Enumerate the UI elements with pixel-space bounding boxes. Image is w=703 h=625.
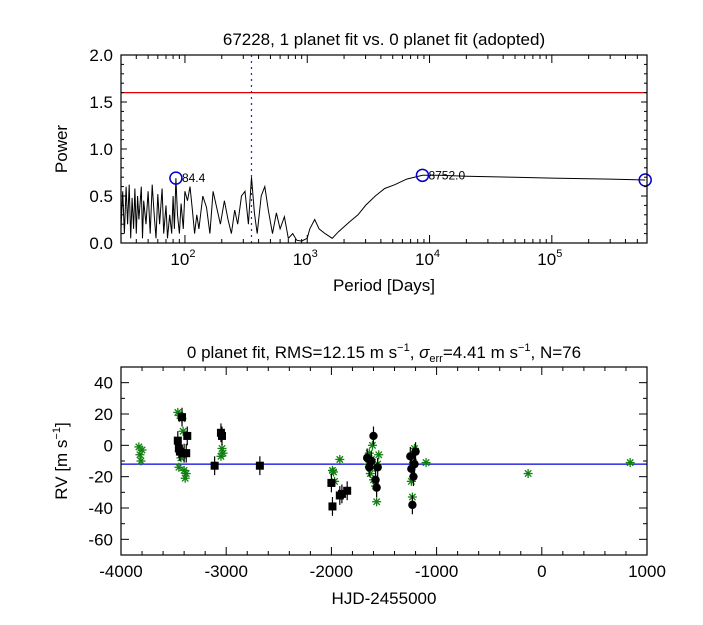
asterisk-stroke [336,455,344,464]
y-tick-label: 1.0 [89,140,113,159]
y-tick-label: -40 [88,499,113,518]
x-tick-label: 1000 [628,562,666,581]
rv-point-circle [372,483,381,492]
asterisk-stroke [138,446,146,454]
x-tick-label: 102 [170,248,195,269]
rv-point-square [178,413,187,422]
rv-point-green [523,469,533,479]
y-tick-label: 0.5 [89,187,113,206]
peak-marker [169,171,183,185]
rv-ticks: -60 -40 -20 0 20 40 -4000 -3000 -2000 -1000 0 1000 [88,366,666,581]
asterisk-stroke [524,469,532,478]
x-tick-label: -1000 [415,562,458,581]
rv-title: 0 planet fit, RMS=12.15 m s−1, σerr=4.41… [187,342,581,365]
periodogram-axes-frame [120,54,648,244]
peak-marker [638,173,652,187]
rv-axes-frame [120,366,648,556]
y-tick-label: -20 [88,468,113,487]
y-tick-label: 0 [104,436,113,455]
rv-point-square [337,489,346,498]
asterisk-stroke [180,466,188,475]
periodogram-title: 67228, 1 planet fit vs. 0 planet fit (ad… [223,30,545,49]
rv-point-circle [371,475,380,484]
rv-point-green [329,467,339,477]
rv-point-square [343,486,352,495]
y-tick-label: 2.0 [89,46,113,65]
rv-point-green [181,469,191,479]
y-tick-label: 40 [94,374,113,393]
rv-point-green [136,456,146,466]
rv-point-square [217,431,226,440]
rv-point-circle [369,431,378,441]
rv-point-circle [408,500,417,510]
rv-point-green [137,445,147,455]
x-tick-label: -3000 [204,562,247,581]
rv-point-circle [409,472,418,481]
asterisk-stroke [375,451,383,459]
rv-point-square [183,431,192,440]
asterisk-stroke [179,427,187,435]
periodogram-panel: 67228, 1 planet fit vs. 0 planet fit (ad… [52,30,652,295]
asterisk-stroke [372,498,381,506]
asterisk-stroke [219,449,227,457]
rv-point-square [173,436,182,445]
asterisk-stroke [366,469,374,478]
x-tick-label: 105 [537,248,562,269]
asterisk-stroke [181,474,189,482]
asterisk-stroke [422,458,430,467]
x-tick-label: -2000 [310,562,353,581]
x-tick-label: 0 [537,562,546,581]
asterisk-stroke [174,408,182,417]
rv-point-circle [410,459,419,469]
asterisk-stroke [137,457,145,465]
rv-point-circle [411,447,420,456]
rv-point-square [255,461,264,470]
asterisk-stroke [175,463,183,471]
rv-point-square [327,478,336,487]
y-tick-label: -60 [88,530,113,549]
rv-panel: 0 planet fit, RMS=12.15 m s−1, σerr=4.41… [51,342,666,608]
rv-point-green [173,407,183,417]
peak-marker [415,168,430,183]
periodogram-line [120,174,646,242]
y-tick-label: 0.0 [89,234,113,253]
periodogram-ylabel: Power [52,125,71,174]
rv-point-green [367,440,377,450]
rv-point-square [182,449,191,458]
peak-label: 8752.0 [428,168,465,182]
y-tick-label: 1.5 [89,93,113,112]
periodogram-xlabel: Period [Days] [333,276,435,295]
y-tick-label: 20 [94,405,113,424]
rv-point-green [625,458,635,468]
periodogram-ticks: 0.0 0.5 1.0 1.5 2.0 102 103 104 105 [89,46,648,269]
rv-point-circle [367,456,376,466]
rv-point-green [372,497,382,507]
asterisk-stroke [182,469,190,478]
asterisk-stroke [368,441,377,449]
rv-point-circle [373,463,382,472]
rv-point-green [421,458,431,468]
x-tick-label: 104 [415,248,440,269]
rv-ylabel: RV [m s−1] [51,422,71,499]
rv-point-green [374,450,384,460]
peak-label: 84.4 [182,171,206,185]
x-tick-label: 103 [293,248,318,269]
asterisk-stroke [626,458,634,467]
rv-plot-area [121,407,647,516]
x-tick-label: -4000 [99,562,142,581]
rv-point-green [335,454,345,464]
periodogram-plot-area: 84.4 8752.0 [120,55,652,243]
rv-point-green [218,448,228,458]
rv-point-square [175,447,184,456]
rv-point-square [210,461,219,470]
rv-point-square [328,502,337,511]
rv-xlabel: HJD-2455000 [332,589,437,608]
